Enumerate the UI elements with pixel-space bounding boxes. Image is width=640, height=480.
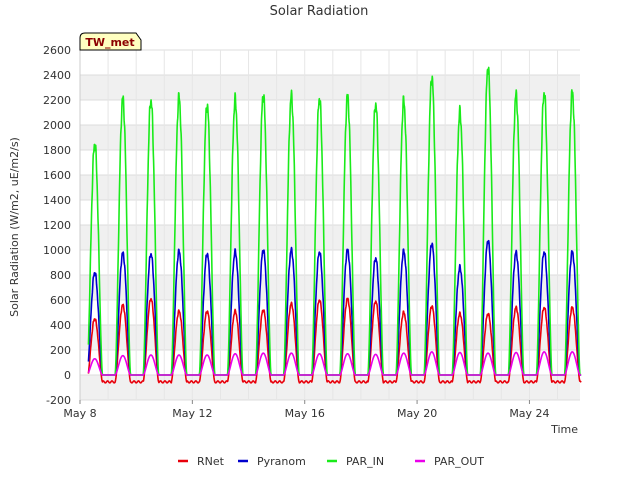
- x-axis-label: Time: [550, 423, 578, 436]
- x-tick-label: May 16: [285, 407, 325, 420]
- series-lines: [87, 66, 582, 384]
- badge-shape: [79, 32, 142, 51]
- plot-band: [80, 175, 580, 200]
- y-tick-label: 800: [50, 269, 71, 282]
- series-line-par-out: [87, 351, 582, 376]
- y-tick-label: 600: [50, 294, 71, 307]
- legend: RNet Pyranom PAR_IN PAR_OUT: [178, 455, 484, 468]
- tw-met-badge: TW_met: [79, 32, 142, 51]
- y-tick-label: 2600: [43, 44, 71, 57]
- plot-band: [80, 350, 580, 375]
- y-axis-label: Solar Radiation (W/m2, uE/m2/s): [8, 137, 21, 317]
- plot-band: [80, 75, 580, 100]
- plot-band: [80, 300, 580, 325]
- grid-lines: [79, 49, 580, 401]
- plot-band: [80, 275, 580, 300]
- x-tick-label: May 24: [509, 407, 549, 420]
- plot-band: [80, 100, 580, 125]
- y-tick-label: 1600: [43, 169, 71, 182]
- y-tick-label: 1400: [43, 194, 71, 207]
- badge-label: TW_met: [85, 36, 134, 49]
- legend-label-rnet: RNet: [197, 455, 225, 468]
- plot-band: [80, 375, 580, 400]
- y-tick-label: 0: [64, 369, 71, 382]
- x-tick-label: May 8: [63, 407, 96, 420]
- x-tick-label: May 12: [172, 407, 212, 420]
- legend-label-par-out: PAR_OUT: [434, 455, 484, 468]
- x-axis-ticks: May 8 May 12 May 16 May 20 May 24: [63, 400, 550, 420]
- chart-title: Solar Radiation: [270, 4, 369, 19]
- y-tick-label: 200: [50, 344, 71, 357]
- plot-band: [80, 200, 580, 225]
- y-tick-label: 1200: [43, 219, 71, 232]
- series-line-rnet: [87, 297, 582, 384]
- plot-band: [80, 225, 580, 250]
- y-tick-label: 2000: [43, 119, 71, 132]
- x-tick-label: May 20: [397, 407, 437, 420]
- y-axis-ticks: -200 0 200 400 600 800 1000 1200 1400 1600 1800 200…: [43, 44, 71, 407]
- y-tick-label: -200: [46, 394, 71, 407]
- plot-bands: [80, 50, 580, 400]
- y-tick-label: 2400: [43, 69, 71, 82]
- y-tick-label: 1000: [43, 244, 71, 257]
- y-tick-label: 2200: [43, 94, 71, 107]
- y-tick-label: 1800: [43, 144, 71, 157]
- plot-band: [80, 50, 580, 75]
- plot-band: [80, 250, 580, 275]
- legend-label-pyranom: Pyranom: [257, 455, 306, 468]
- plot-band: [80, 125, 580, 150]
- plot-band: [80, 325, 580, 350]
- y-tick-label: 400: [50, 319, 71, 332]
- plot-band: [80, 150, 580, 175]
- legend-label-par-in: PAR_IN: [346, 455, 384, 468]
